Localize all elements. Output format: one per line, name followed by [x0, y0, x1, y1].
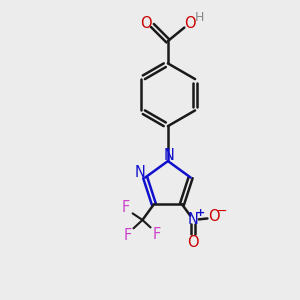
Text: F: F: [122, 200, 130, 215]
Text: F: F: [152, 227, 160, 242]
Text: +: +: [196, 208, 206, 218]
Text: H: H: [195, 11, 205, 24]
Text: O: O: [184, 16, 196, 32]
Text: O: O: [140, 16, 152, 32]
Text: N: N: [188, 212, 199, 227]
Text: N: N: [164, 148, 175, 163]
Text: F: F: [124, 228, 132, 243]
Text: N: N: [134, 165, 145, 180]
Text: O: O: [208, 209, 220, 224]
Text: O: O: [187, 236, 199, 250]
Text: −: −: [217, 206, 227, 218]
